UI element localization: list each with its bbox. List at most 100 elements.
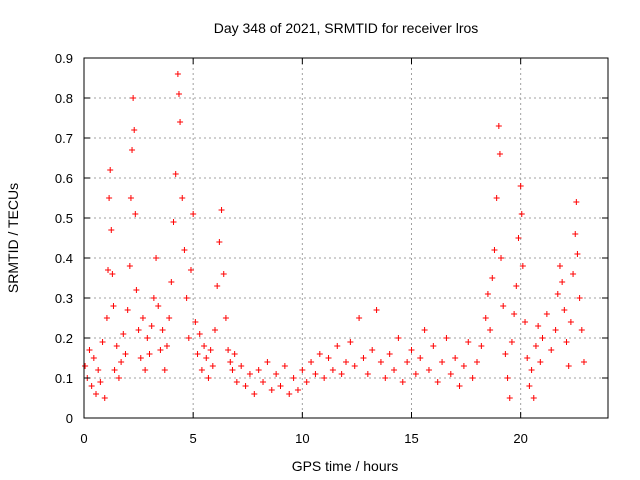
data-point: [347, 339, 354, 345]
y-tick-label: 0.5: [55, 211, 73, 226]
data-point: [334, 343, 341, 349]
data-point: [177, 119, 184, 125]
data-point: [351, 363, 358, 369]
data-point: [218, 207, 225, 213]
data-point: [524, 355, 531, 361]
data-point: [260, 379, 267, 385]
data-point: [576, 295, 583, 301]
data-point: [139, 315, 146, 321]
data-point: [103, 315, 110, 321]
data-point: [364, 371, 371, 377]
data-point: [109, 271, 116, 277]
data-point: [316, 351, 323, 357]
data-point: [377, 359, 384, 365]
data-point: [329, 367, 336, 373]
data-point: [498, 255, 505, 261]
data-point: [563, 339, 570, 345]
data-point: [570, 271, 577, 277]
data-point: [526, 383, 533, 389]
data-point: [137, 355, 144, 361]
data-point: [561, 307, 568, 313]
data-point: [144, 335, 151, 341]
data-point: [360, 355, 367, 361]
data-point: [286, 391, 293, 397]
data-point: [264, 359, 271, 365]
data-point: [251, 391, 258, 397]
data-point: [518, 211, 525, 217]
data-point: [196, 331, 203, 337]
data-point: [231, 351, 238, 357]
data-point: [556, 263, 563, 269]
data-point: [290, 375, 297, 381]
data-point: [515, 235, 522, 241]
data-point: [179, 195, 186, 201]
data-point: [185, 335, 192, 341]
data-point: [146, 351, 153, 357]
data-point: [417, 355, 424, 361]
x-axis-label: GPS time / hours: [292, 458, 399, 474]
data-point: [496, 151, 503, 157]
data-point: [93, 391, 100, 397]
data-point: [539, 335, 546, 341]
data-point: [122, 351, 129, 357]
data-point: [148, 323, 155, 329]
data-point: [172, 171, 179, 177]
data-point: [115, 375, 122, 381]
data-point: [183, 295, 190, 301]
x-tick-label: 0: [80, 431, 87, 446]
data-point: [201, 343, 208, 349]
data-point: [225, 347, 232, 353]
data-point: [369, 347, 376, 353]
data-point: [395, 335, 402, 341]
data-point: [175, 91, 182, 97]
data-point: [90, 355, 97, 361]
grid: [84, 58, 608, 418]
data-point: [373, 307, 380, 313]
data-point: [408, 347, 415, 353]
data-point: [325, 355, 332, 361]
y-tick-label: 0.1: [55, 371, 73, 386]
data-point: [559, 279, 566, 285]
data-point: [548, 347, 555, 353]
data-point: [513, 283, 520, 289]
data-point: [504, 375, 511, 381]
data-point: [386, 351, 393, 357]
data-point: [421, 327, 428, 333]
data-point: [391, 367, 398, 373]
data-point: [356, 315, 363, 321]
data-point: [299, 367, 306, 373]
data-point: [205, 375, 212, 381]
data-point: [229, 367, 236, 373]
data-point: [522, 319, 529, 325]
data-point: [220, 271, 227, 277]
data-point: [460, 363, 467, 369]
data-point: [242, 383, 249, 389]
data-point: [572, 231, 579, 237]
data-point: [500, 303, 507, 309]
data-point: [207, 347, 214, 353]
data-point: [163, 343, 170, 349]
data-point: [465, 339, 472, 345]
data-point: [478, 343, 485, 349]
data-point: [487, 327, 494, 333]
data-point: [493, 195, 500, 201]
data-point: [303, 379, 310, 385]
y-tick-label: 0.4: [55, 251, 73, 266]
data-point: [126, 263, 133, 269]
data-point: [214, 283, 221, 289]
y-tick-label: 0.9: [55, 51, 73, 66]
data-point: [268, 387, 275, 393]
data-point: [159, 327, 166, 333]
data-point: [238, 363, 245, 369]
data-point: [517, 183, 524, 189]
data-point: [127, 195, 134, 201]
data-point: [574, 251, 581, 257]
y-axis-label: SRMTID / TECUs: [5, 183, 21, 293]
data-point: [111, 367, 118, 373]
chart-title: Day 348 of 2021, SRMTID for receiver lro…: [214, 20, 479, 36]
data-point: [277, 383, 284, 389]
data-point: [484, 291, 491, 297]
x-tick-label: 10: [295, 431, 309, 446]
data-point: [190, 211, 197, 217]
